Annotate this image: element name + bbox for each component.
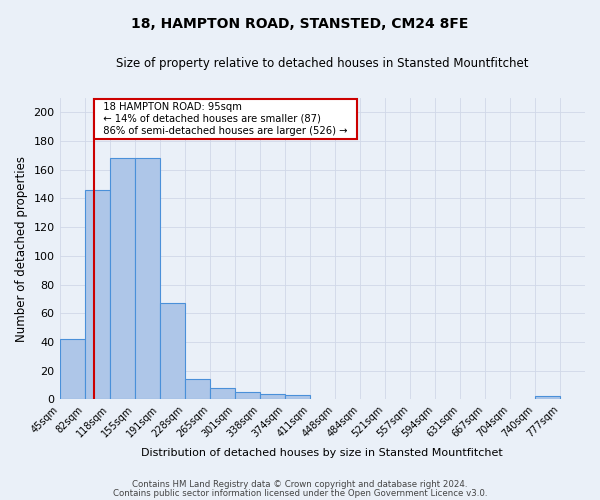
Text: 18 HAMPTON ROAD: 95sqm  
  ← 14% of detached houses are smaller (87)  
  86% of : 18 HAMPTON ROAD: 95sqm ← 14% of detached…: [97, 102, 354, 136]
Bar: [535, 396, 560, 400]
Bar: [85, 190, 110, 400]
Y-axis label: Number of detached properties: Number of detached properties: [15, 156, 28, 342]
Bar: [235, 392, 260, 400]
Bar: [134, 158, 160, 400]
Title: Size of property relative to detached houses in Stansted Mountfitchet: Size of property relative to detached ho…: [116, 58, 529, 70]
Bar: [160, 303, 185, 400]
Text: Contains public sector information licensed under the Open Government Licence v3: Contains public sector information licen…: [113, 488, 487, 498]
Bar: [209, 388, 235, 400]
Bar: [285, 395, 310, 400]
Text: Contains HM Land Registry data © Crown copyright and database right 2024.: Contains HM Land Registry data © Crown c…: [132, 480, 468, 489]
Bar: [59, 339, 85, 400]
Bar: [260, 394, 285, 400]
Bar: [110, 158, 134, 400]
Bar: [185, 379, 209, 400]
X-axis label: Distribution of detached houses by size in Stansted Mountfitchet: Distribution of detached houses by size …: [142, 448, 503, 458]
Text: 18, HAMPTON ROAD, STANSTED, CM24 8FE: 18, HAMPTON ROAD, STANSTED, CM24 8FE: [131, 18, 469, 32]
